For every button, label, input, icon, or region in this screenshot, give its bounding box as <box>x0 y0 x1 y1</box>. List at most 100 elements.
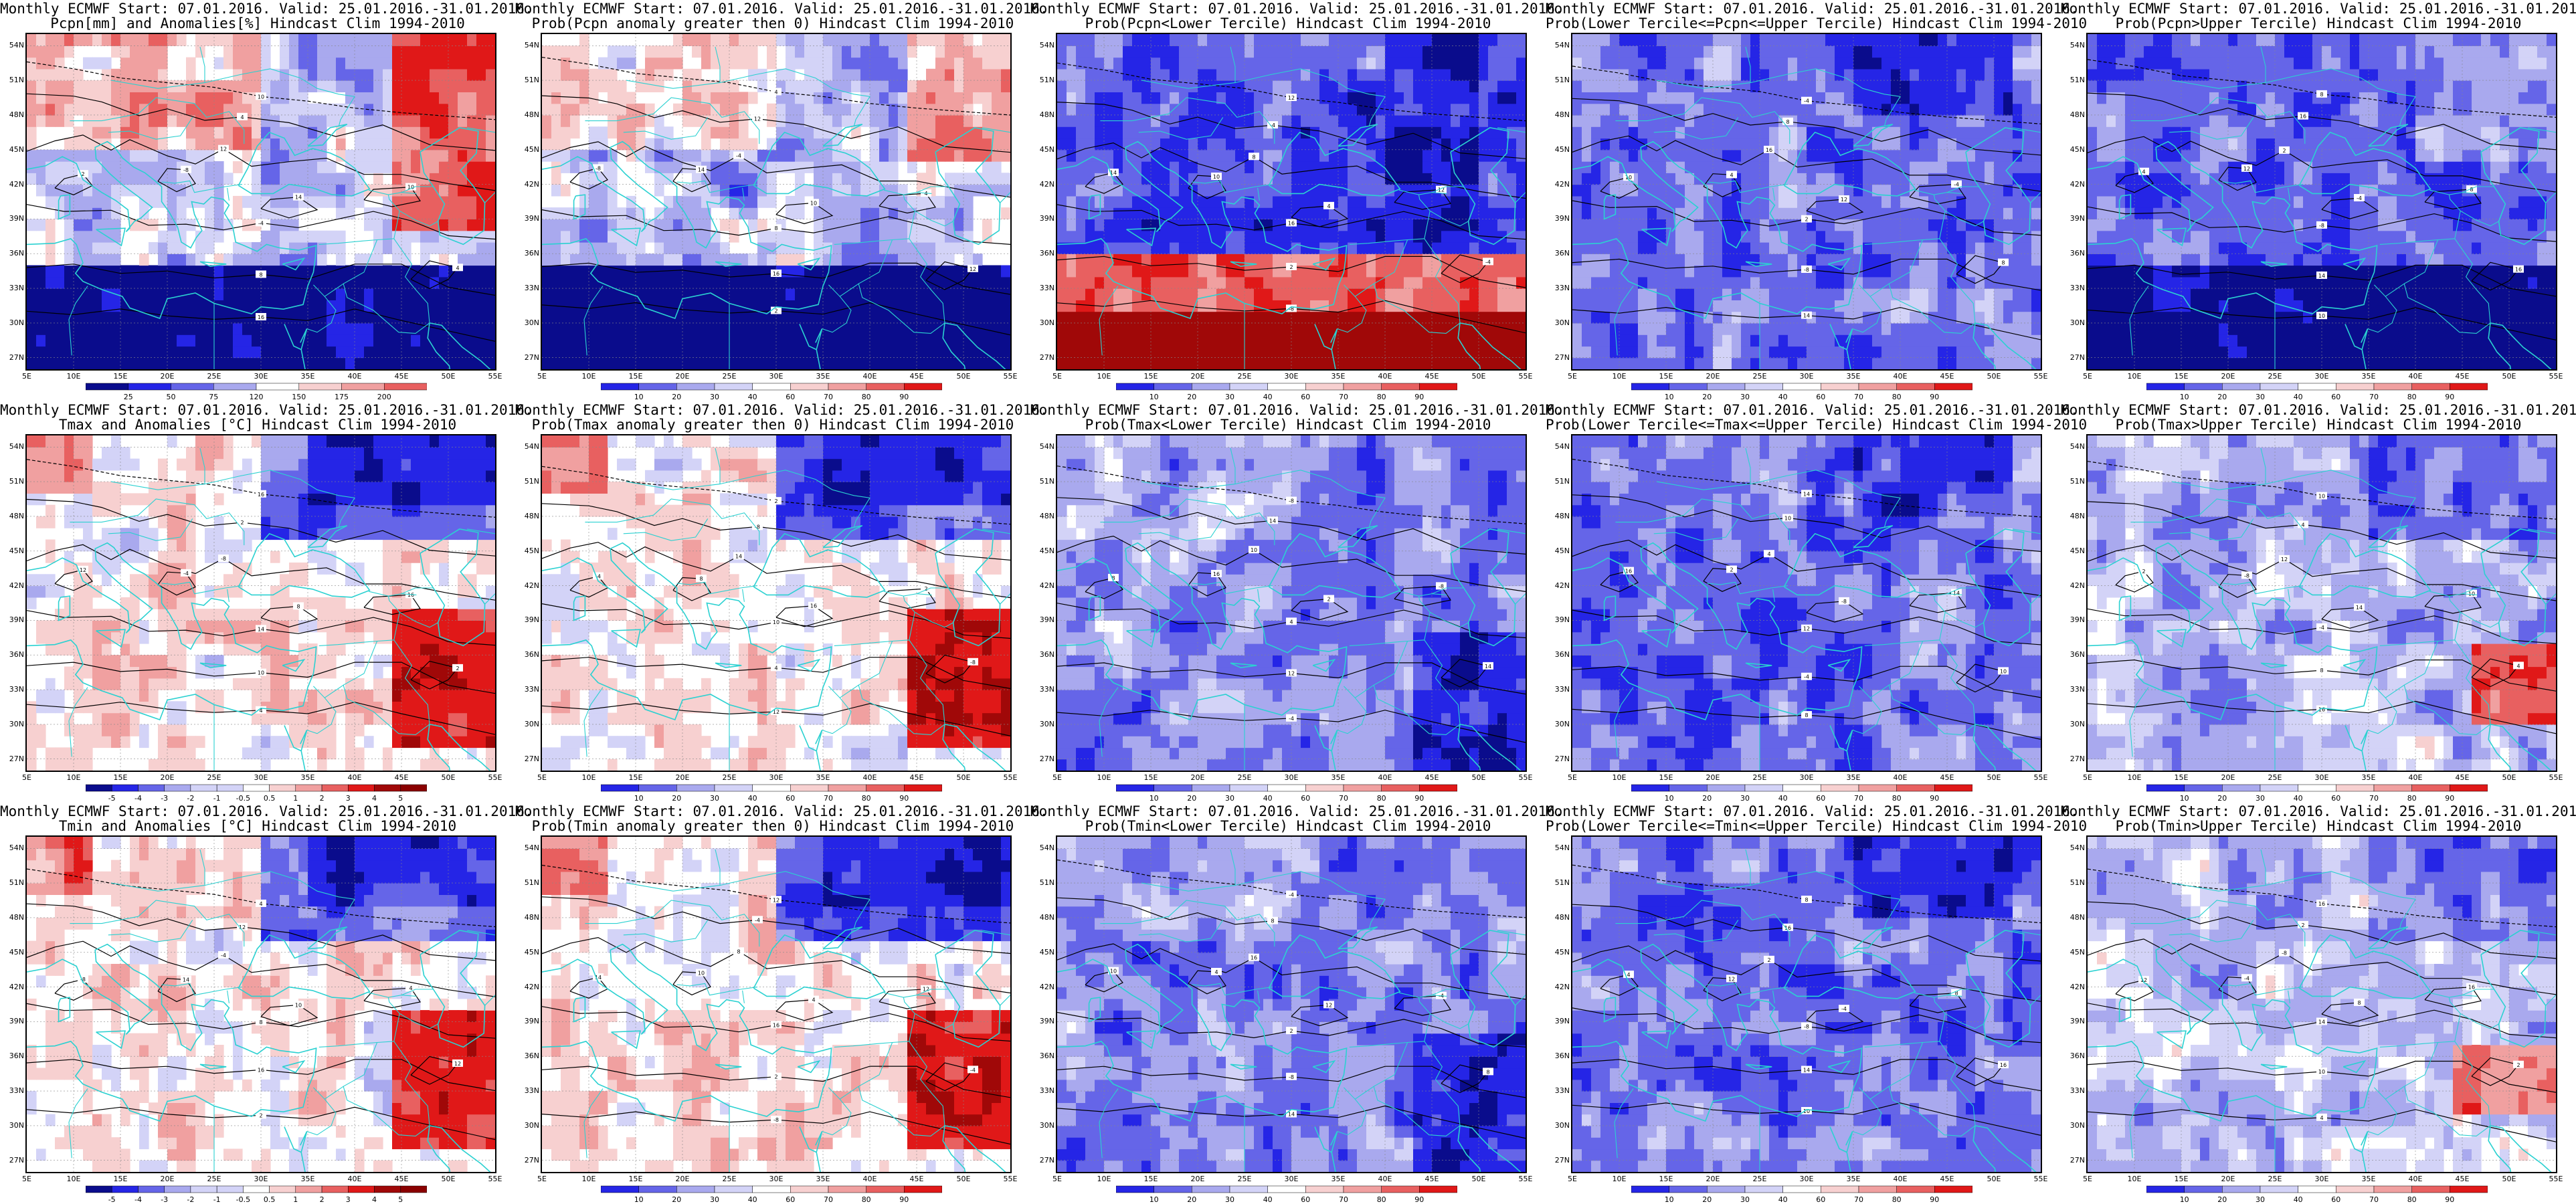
longitude-tick-label: 35E <box>1840 1175 1867 1183</box>
latitude-tick-label: 39N <box>2062 615 2085 624</box>
map-canvas: 10 4 12 -4 8 16 2 -8 14 10 4 <box>27 34 495 369</box>
latitude-tick-label: 48N <box>1032 913 1054 922</box>
forecast-map-panel: Monthly ECMWF Start: 07.01.2016. Valid: … <box>0 803 533 1204</box>
color-scale-label: 0.5 <box>256 794 283 803</box>
longitude-tick-label: 25E <box>716 372 743 381</box>
color-scale-label: 30 <box>701 794 728 803</box>
contour-label: 4 <box>771 664 781 672</box>
longitude-tick-label: 20E <box>1184 773 1211 782</box>
longitude-tick-label: 15E <box>2168 773 2195 782</box>
longitude-tick-label: 45E <box>903 1175 930 1183</box>
latitude-tick-label: 33N <box>2062 1086 2085 1095</box>
latitude-tick-label: 33N <box>517 284 539 292</box>
contour-label: 4 <box>1623 971 1634 979</box>
color-scale-label: 10 <box>1141 794 1168 803</box>
latitude-tick-label: 39N <box>1032 1017 1054 1025</box>
longitude-tick-label: 25E <box>1231 1175 1258 1183</box>
map-frame: 12 -4 8 16 2 -8 14 10 4 12 -4 <box>1056 33 1527 371</box>
color-scale-bar <box>2146 1185 2488 1193</box>
contour-label: 10 <box>2316 312 2327 320</box>
longitude-tick-label: 15E <box>622 1175 649 1183</box>
color-scale-label: 40 <box>739 393 766 401</box>
color-scale-label: 30 <box>701 1195 728 1204</box>
longitude-tick-label: 45E <box>388 1175 415 1183</box>
latitude-tick-label: 39N <box>517 214 539 223</box>
color-scale-label: 20 <box>663 794 690 803</box>
contour-label: 14 <box>2316 1017 2327 1025</box>
longitude-tick-label: 40E <box>2402 773 2429 782</box>
longitude-tick-label: 20E <box>669 773 696 782</box>
latitude-tick-label: 30N <box>1032 1121 1054 1130</box>
longitude-tick-label: 25E <box>2262 1175 2288 1183</box>
latitude-tick-label: 54N <box>1 843 24 852</box>
latitude-tick-label: 54N <box>517 41 539 49</box>
contour-label: 8 <box>2354 998 2365 1006</box>
color-scale-label: 10 <box>1141 393 1168 401</box>
svg-text:12: 12 <box>1288 95 1295 101</box>
shaded-field <box>2088 34 2556 369</box>
forecast-map-panel: Monthly ECMWF Start: 07.01.2016. Valid: … <box>2061 803 2576 1204</box>
color-scale-bar <box>1631 784 1972 792</box>
longitude-tick-label: 55E <box>2543 1175 2569 1183</box>
forecast-map-panel: Monthly ECMWF Start: 07.01.2016. Valid: … <box>0 0 533 401</box>
map-frame: 10 4 12 -4 8 16 2 -8 14 10 4 <box>25 33 496 371</box>
contour-label: -8 <box>181 165 191 173</box>
svg-text:14: 14 <box>1110 170 1117 176</box>
contour-label: 16 <box>2316 900 2327 908</box>
longitude-tick-label: 35E <box>810 1175 836 1183</box>
longitude-tick-label: 5E <box>2074 1175 2101 1183</box>
latitude-tick-label: 42N <box>517 983 539 991</box>
latitude-tick-label: 33N <box>1032 1086 1054 1095</box>
forecast-map-panel: Monthly ECMWF Start: 07.01.2016. Valid: … <box>1030 401 1564 803</box>
contour-label: 12 <box>218 144 229 153</box>
color-scale-label: 40 <box>739 794 766 803</box>
longitude-tick-label: 15E <box>1137 1175 1164 1183</box>
color-scale-label: -2 <box>177 1195 204 1204</box>
longitude-tick-label: 35E <box>294 773 321 782</box>
longitude-tick-label: 35E <box>1840 773 1867 782</box>
latitude-tick-label: 42N <box>1547 983 1570 991</box>
color-scale-label: 90 <box>1921 393 1948 401</box>
color-scale-bar <box>86 1185 427 1193</box>
map-frame: 2 -8 14 10 4 12 -4 8 16 2 -8 <box>541 434 1012 772</box>
latitude-tick-label: 30N <box>517 720 539 728</box>
longitude-tick-label: 10E <box>575 1175 602 1183</box>
longitude-tick-label: 25E <box>1746 773 1773 782</box>
map-canvas: 14 10 4 12 -4 8 16 2 -8 14 10 <box>1572 435 2041 771</box>
color-scale-bar <box>2146 784 2488 792</box>
shaded-field <box>1057 435 1526 771</box>
latitude-tick-label: 45N <box>1032 948 1054 957</box>
longitude-tick-label: 20E <box>154 773 181 782</box>
latitude-tick-label: 51N <box>1032 477 1054 486</box>
contour-label: 16 <box>256 490 266 498</box>
contour-label: -8 <box>968 658 978 666</box>
longitude-tick-label: 30E <box>1278 372 1305 381</box>
color-scale-label: 70 <box>1845 1195 1872 1204</box>
longitude-tick-label: 15E <box>107 1175 134 1183</box>
latitude-tick-label: 33N <box>1547 284 1570 292</box>
longitude-tick-label: 15E <box>2168 372 2195 381</box>
color-scale-bar <box>2146 383 2488 391</box>
color-scale-label: -3 <box>151 794 178 803</box>
contour-label: 2 <box>771 497 781 505</box>
latitude-tick-label: 51N <box>517 878 539 887</box>
forecast-map-panel: Monthly ECMWF Start: 07.01.2016. Valid: … <box>1546 0 2087 401</box>
shaded-field <box>1572 837 2041 1172</box>
contour-label: 14 <box>1801 490 1812 498</box>
latitude-tick-label: 48N <box>2062 913 2085 922</box>
panel-title-line1: Monthly ECMWF Start: 07.01.2016. Valid: … <box>515 1 1048 16</box>
longitude-tick-label: 10E <box>1091 1175 1117 1183</box>
latitude-tick-label: 51N <box>1032 76 1054 84</box>
latitude-tick-label: 45N <box>2062 546 2085 555</box>
longitude-tick-label: 55E <box>997 773 1024 782</box>
color-scale-label: 10 <box>1656 393 1683 401</box>
svg-text:12: 12 <box>754 116 761 122</box>
longitude-tick-label: 20E <box>154 1175 181 1183</box>
contour-label: 12 <box>237 922 248 930</box>
latitude-tick-label: 48N <box>517 913 539 922</box>
contour-label: -4 <box>752 916 763 924</box>
contour-label: 10 <box>696 969 707 977</box>
longitude-tick-label: 40E <box>1372 372 1398 381</box>
color-scale-label: 60 <box>2322 794 2349 803</box>
color-scale-label: 90 <box>891 393 917 401</box>
